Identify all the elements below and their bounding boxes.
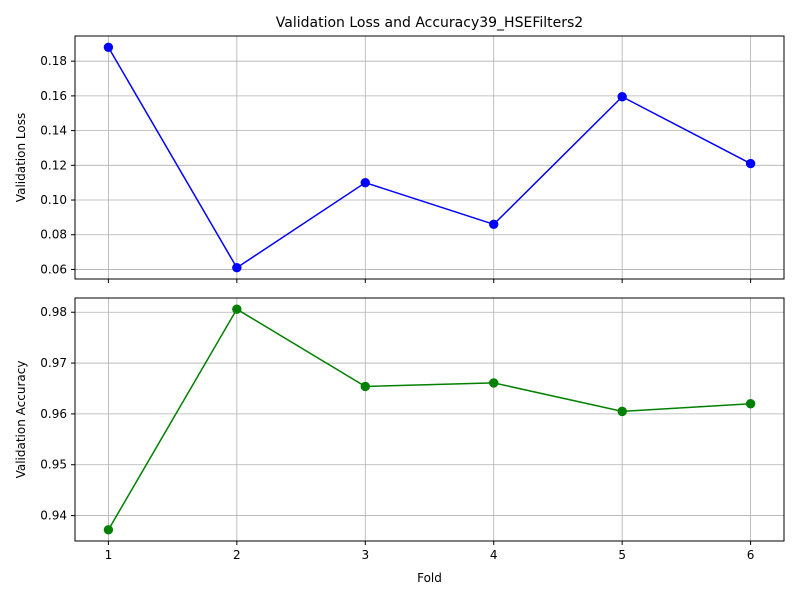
loss-y-tick-label: 0.08 xyxy=(40,228,67,242)
loss-data-point xyxy=(489,219,499,230)
accuracy-y-axis-label: Validation Accuracy xyxy=(14,361,28,479)
accuracy-y-tick-label: 0.96 xyxy=(40,407,67,421)
accuracy-y-tick-label: 0.98 xyxy=(40,305,67,319)
x-tick-label: 6 xyxy=(747,548,755,562)
accuracy-series-line xyxy=(107,308,751,531)
accuracy-data-point xyxy=(617,406,627,417)
loss-data-point xyxy=(617,92,627,102)
loss-data-point xyxy=(232,263,242,273)
accuracy-y-tick-label: 0.97 xyxy=(40,356,67,370)
x-tick-label: 2 xyxy=(233,548,241,562)
loss-y-tick-label: 0.10 xyxy=(40,193,67,207)
x-tick-label: 3 xyxy=(361,548,369,562)
loss-panel: 0.06 0.08 0.10 0.12 0.14 0.16 0.18 Validation L… xyxy=(14,35,785,283)
loss-y-tick-label: 0.16 xyxy=(40,89,67,103)
loss-y-tick-label: 0.14 xyxy=(40,124,67,138)
loss-data-point xyxy=(103,42,114,52)
loss-y-tick-label: 0.12 xyxy=(40,158,67,172)
accuracy-data-point xyxy=(489,378,499,388)
accuracy-data-point xyxy=(745,399,756,409)
accuracy-data-point xyxy=(360,381,370,392)
accuracy-data-point xyxy=(103,525,114,535)
loss-y-tick-label: 0.06 xyxy=(40,262,67,276)
accuracy-data-point xyxy=(232,304,242,314)
loss-series-line xyxy=(107,46,751,269)
accuracy-y-tick-label: 0.94 xyxy=(40,509,67,523)
loss-y-tick-label: 0.18 xyxy=(40,54,67,68)
x-axis-label: Fold xyxy=(417,571,442,585)
x-tick-label: 5 xyxy=(618,548,626,562)
chart-title: Validation Loss and Accuracy39_HSEFilter… xyxy=(276,15,583,31)
loss-data-point xyxy=(360,177,370,188)
accuracy-y-tick-label: 0.95 xyxy=(40,458,67,472)
x-tick-label: 4 xyxy=(490,548,498,562)
loss-y-axis-label: Validation Loss xyxy=(14,113,28,202)
x-tick-label: 1 xyxy=(105,548,113,562)
loss-data-point xyxy=(745,158,756,169)
loss-axes-frame xyxy=(74,35,785,280)
accuracy-panel: 1 2 3 4 5 6 0.94 0.95 0.96 0.97 0.98 Validation Acc… xyxy=(14,297,785,562)
accuracy-axes-frame xyxy=(74,297,785,542)
